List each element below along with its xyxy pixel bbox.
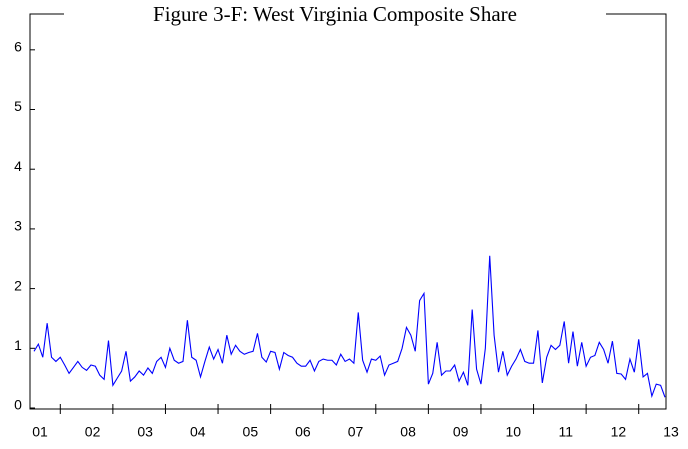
x-tick-label: 02	[85, 424, 101, 440]
x-tick-label: 01	[32, 424, 48, 440]
x-tick-label: 06	[295, 424, 311, 440]
y-tick-label: 1	[14, 337, 22, 353]
title-background	[64, 2, 606, 28]
x-tick-label: 12	[611, 424, 627, 440]
x-tick-label: 08	[400, 424, 416, 440]
data-line	[33, 255, 666, 399]
chart-title: Figure 3-F: West Virginia Composite Shar…	[153, 2, 517, 26]
x-tick-label: 03	[137, 424, 153, 440]
y-tick-label: 2	[14, 277, 22, 293]
x-tick-label: 05	[243, 424, 259, 440]
y-tick-label: 3	[14, 218, 22, 234]
x-tick-label: 10	[505, 424, 521, 440]
y-tick-label: 6	[14, 39, 22, 55]
x-tick-label: 11	[559, 424, 574, 440]
x-tick-label: 04	[190, 424, 206, 440]
x-tick-label: 07	[348, 424, 364, 440]
x-tick-label: 09	[453, 424, 469, 440]
y-tick-label: 0	[14, 397, 22, 413]
x-tick-label: 13	[663, 424, 679, 440]
y-tick-label: 5	[14, 98, 22, 114]
y-tick-label: 4	[14, 158, 22, 174]
